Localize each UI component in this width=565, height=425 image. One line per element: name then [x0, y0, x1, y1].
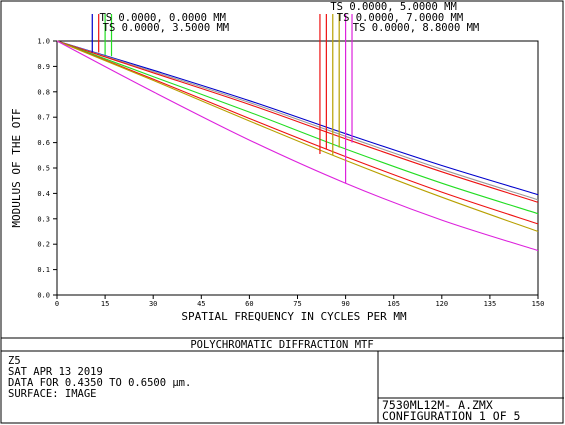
x-tick-label: 0 [55, 300, 59, 308]
chart-title: POLYCHROMATIC DIFFRACTION MTF [190, 339, 373, 351]
info-line: DATA FOR 0.4350 TO 0.6500 µm. [8, 377, 191, 389]
mtf-curves [56, 40, 539, 252]
info-line: Z5 [8, 355, 21, 367]
configuration-label: CONFIGURATION 1 OF 5 [382, 409, 520, 423]
x-tick-label: 45 [197, 300, 205, 308]
y-tick-label: 0.0 [37, 292, 50, 300]
info-line: SURFACE: IMAGE [8, 388, 97, 400]
y-tick-label: 0.5 [37, 165, 50, 173]
y-tick-label: 0.1 [37, 266, 50, 274]
y-tick-label: 0.3 [37, 215, 50, 223]
y-tick-label: 0.6 [37, 139, 50, 147]
y-tick-label: 0.8 [37, 88, 50, 96]
mtf-curve [56, 40, 539, 225]
x-tick-label: 30 [149, 300, 157, 308]
y-tick-label: 1.0 [37, 38, 50, 46]
y-axis-ticks: 0.0 0.1 0.2 0.3 0.4 0.5 0.6 0.7 0.8 0.9 1.0 [37, 38, 57, 300]
x-tick-label: 60 [245, 300, 253, 308]
x-tick-label: 15 [101, 300, 109, 308]
field-label: TS 0.0000, 3.5000 MM [103, 22, 229, 34]
y-tick-label: 0.4 [37, 190, 50, 198]
file-name: 7530ML12M- A.ZMX [382, 398, 493, 412]
y-axis-title: MODULUS OF THE OTF [10, 108, 23, 227]
field-label: TS 0.0000, 0.0000 MM [99, 12, 225, 24]
x-tick-label: 105 [387, 300, 400, 308]
mtf-curve [56, 40, 539, 233]
x-tick-label: 75 [293, 300, 301, 308]
mtf-curve [56, 40, 539, 252]
x-tick-label: 90 [341, 300, 349, 308]
mtf-curve [56, 40, 539, 203]
field-markers [91, 14, 353, 184]
mtf-curve [56, 40, 539, 201]
field-label: TS 0.0000, 8.8000 MM [353, 22, 479, 34]
x-tick-label: 120 [435, 300, 448, 308]
field-label: TS 0.0000, 7.0000 MM [337, 12, 463, 24]
y-tick-label: 0.9 [37, 63, 50, 71]
x-tick-label: 135 [484, 300, 497, 308]
y-tick-label: 0.7 [37, 114, 50, 122]
info-block: Z5 SAT APR 13 2019 DATA FOR 0.4350 TO 0.… [8, 355, 191, 400]
mtf-curve [56, 40, 539, 215]
x-axis-title: SPATIAL FREQUENCY IN CYCLES PER MM [181, 310, 407, 323]
mtf-curve [56, 40, 539, 196]
x-tick-label: 150 [532, 300, 545, 308]
y-tick-label: 0.2 [37, 241, 50, 249]
field-label: TS 0.0000, 5.0000 MM [330, 1, 456, 13]
info-line: SAT APR 13 2019 [8, 366, 103, 378]
x-axis-ticks: 0 15 30 45 60 75 90 105 120 135 150 [55, 295, 544, 308]
